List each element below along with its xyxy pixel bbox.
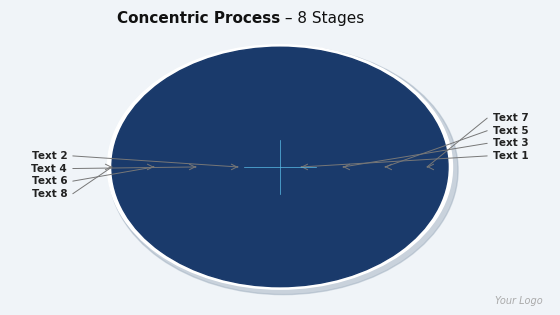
Text: Text 1: Text 1 <box>493 151 529 161</box>
Ellipse shape <box>196 107 364 227</box>
Text: Text 6: Text 6 <box>31 176 67 186</box>
Text: Text 3: Text 3 <box>493 138 529 148</box>
Ellipse shape <box>133 62 427 272</box>
Text: Text 8: Text 8 <box>31 189 67 199</box>
Text: Text 5: Text 5 <box>493 126 529 136</box>
Ellipse shape <box>217 122 343 212</box>
Ellipse shape <box>170 89 390 244</box>
Ellipse shape <box>150 75 410 259</box>
Ellipse shape <box>112 47 448 287</box>
Ellipse shape <box>234 135 326 199</box>
Text: Text 4: Text 4 <box>31 163 67 174</box>
Ellipse shape <box>259 152 301 182</box>
Ellipse shape <box>108 45 452 289</box>
Text: Your Logo: Your Logo <box>496 295 543 306</box>
Ellipse shape <box>212 120 347 215</box>
Ellipse shape <box>192 105 368 229</box>
Ellipse shape <box>109 46 458 295</box>
Ellipse shape <box>128 60 431 274</box>
Text: Concentric Process: Concentric Process <box>116 11 280 26</box>
Ellipse shape <box>154 77 406 257</box>
Text: – 8 Stages: – 8 Stages <box>280 11 364 26</box>
Ellipse shape <box>238 137 322 197</box>
Ellipse shape <box>175 92 385 242</box>
Ellipse shape <box>254 150 306 185</box>
Text: Text 7: Text 7 <box>493 113 529 123</box>
Text: Text 2: Text 2 <box>31 151 67 161</box>
